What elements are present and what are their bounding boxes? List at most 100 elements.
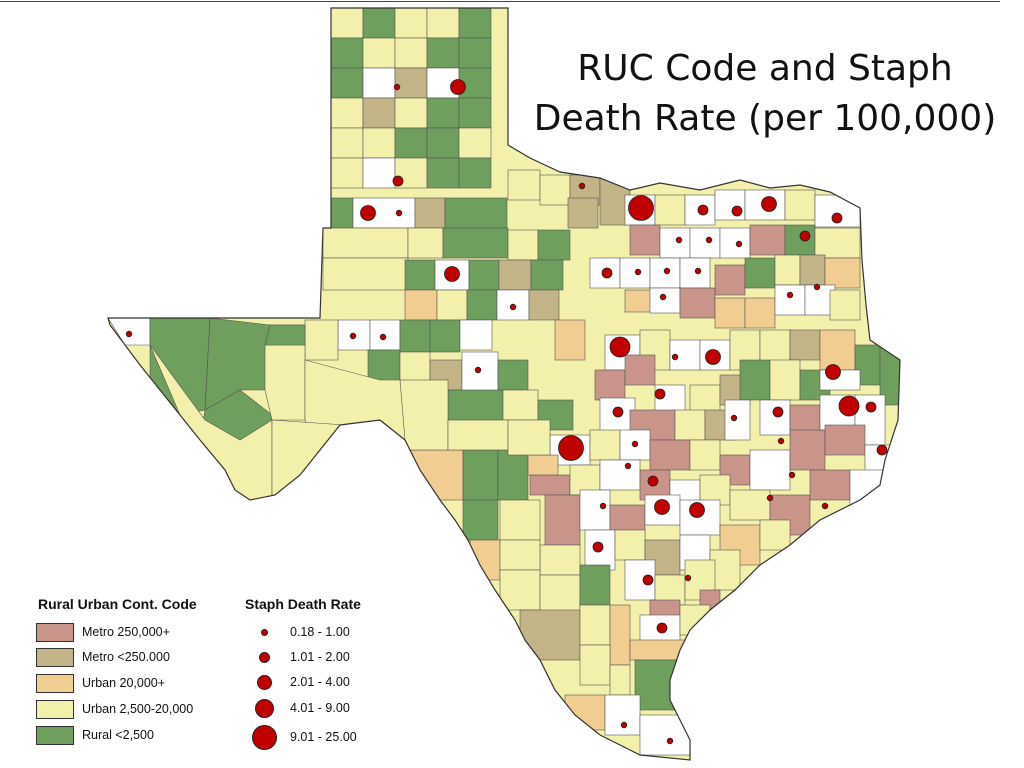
county bbox=[362, 127, 396, 159]
county bbox=[679, 257, 711, 289]
county bbox=[459, 319, 493, 351]
county bbox=[458, 157, 492, 189]
county bbox=[749, 449, 791, 491]
county bbox=[649, 439, 691, 471]
rate-dot bbox=[838, 395, 860, 417]
ruc-swatch-urban-small bbox=[36, 699, 74, 719]
rate-dot bbox=[813, 283, 821, 291]
county bbox=[814, 227, 861, 259]
county bbox=[498, 259, 532, 291]
rate-dot bbox=[474, 366, 482, 374]
rate-dot bbox=[735, 240, 743, 248]
rate-label: 4.01 - 9.00 bbox=[290, 701, 350, 715]
county bbox=[554, 319, 586, 361]
county bbox=[824, 424, 866, 456]
rate-dot bbox=[360, 205, 376, 221]
ruc-label: Metro <250.000 bbox=[82, 650, 170, 664]
county bbox=[458, 8, 492, 39]
county bbox=[330, 8, 364, 39]
rate-dot bbox=[558, 435, 584, 461]
rate-dot bbox=[684, 574, 692, 582]
rate-dot bbox=[731, 205, 743, 217]
county bbox=[799, 254, 826, 286]
rate-label: 2.01 - 4.00 bbox=[290, 675, 350, 689]
county bbox=[204, 317, 271, 411]
county bbox=[429, 319, 461, 353]
county bbox=[604, 694, 641, 736]
rate-dot bbox=[831, 212, 843, 224]
county bbox=[564, 694, 606, 731]
rate-dot bbox=[642, 574, 654, 586]
rate-dot bbox=[444, 266, 460, 282]
county bbox=[426, 157, 460, 189]
county bbox=[304, 319, 339, 361]
county bbox=[264, 344, 306, 421]
rate-dot bbox=[450, 79, 466, 95]
rate-dot bbox=[705, 349, 721, 365]
county bbox=[330, 37, 364, 69]
legend: Rural Urban Cont. Code Staph Death Rate … bbox=[36, 596, 416, 766]
rate-dot-1 bbox=[260, 628, 268, 636]
ruc-label: Metro 250,000+ bbox=[82, 625, 170, 639]
county bbox=[407, 227, 444, 259]
county bbox=[679, 604, 711, 636]
county bbox=[499, 569, 541, 611]
rate-dot-4 bbox=[254, 698, 274, 718]
rate-dot bbox=[666, 737, 674, 745]
county bbox=[599, 459, 641, 491]
county bbox=[744, 257, 776, 289]
county bbox=[362, 37, 396, 69]
rate-dot bbox=[647, 475, 659, 487]
county bbox=[654, 194, 686, 226]
rate-dot bbox=[694, 267, 702, 275]
county bbox=[784, 224, 816, 256]
rate-dot bbox=[689, 502, 705, 518]
rate-dot bbox=[656, 622, 668, 634]
county bbox=[468, 259, 500, 291]
rate-dot bbox=[601, 267, 613, 279]
county bbox=[609, 604, 631, 666]
county bbox=[544, 494, 581, 546]
county bbox=[399, 379, 449, 451]
rate-dot bbox=[125, 330, 133, 338]
rate-dot bbox=[578, 182, 586, 190]
county bbox=[719, 227, 751, 259]
rate-label: 0.18 - 1.00 bbox=[290, 625, 350, 639]
ruc-swatch-metro-large bbox=[36, 622, 74, 642]
county bbox=[458, 97, 492, 129]
rate-dot bbox=[612, 406, 624, 418]
county bbox=[819, 329, 856, 371]
county bbox=[322, 257, 409, 291]
county bbox=[579, 489, 611, 531]
county bbox=[322, 227, 409, 259]
county bbox=[362, 8, 396, 39]
county bbox=[824, 257, 861, 289]
county bbox=[330, 97, 364, 129]
rate-dot bbox=[624, 462, 632, 470]
county bbox=[442, 227, 509, 259]
county bbox=[362, 67, 396, 99]
county bbox=[447, 389, 504, 421]
rate-legend-item: 0.18 - 1.00 bbox=[246, 618, 350, 646]
ruc-swatch-urban-large bbox=[36, 673, 74, 693]
rate-dot bbox=[730, 414, 738, 422]
rate-dot bbox=[634, 268, 642, 276]
rate-dot bbox=[392, 175, 404, 187]
county bbox=[330, 157, 364, 189]
county bbox=[589, 429, 621, 461]
rate-dot bbox=[509, 303, 517, 311]
ruc-legend-item: Metro <250.000 bbox=[36, 646, 170, 668]
county bbox=[426, 8, 460, 39]
county bbox=[629, 224, 661, 256]
rate-dot bbox=[620, 721, 628, 729]
county bbox=[614, 529, 646, 561]
county bbox=[744, 297, 776, 329]
ruc-legend-item: Rural <2,500 bbox=[36, 724, 154, 746]
county bbox=[404, 289, 438, 321]
county bbox=[462, 499, 499, 541]
county bbox=[784, 189, 816, 221]
county bbox=[774, 284, 806, 316]
rate-dot bbox=[788, 471, 796, 479]
county bbox=[519, 609, 581, 661]
rate-dot bbox=[786, 291, 794, 299]
